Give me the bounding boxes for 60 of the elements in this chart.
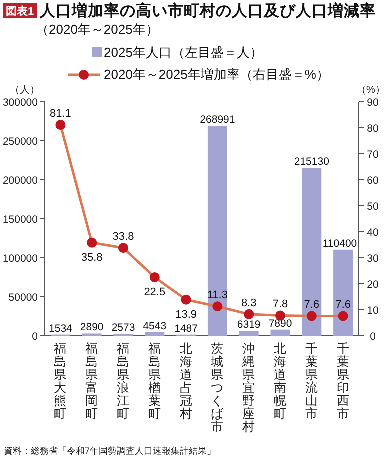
x-tick-label: 千葉県印西市 bbox=[336, 342, 350, 421]
y-tick-label: 250000 bbox=[2, 136, 38, 148]
x-tick-label: 北海道南幌町 bbox=[274, 342, 287, 421]
y-tick-label: 100000 bbox=[2, 253, 38, 265]
data-label: 7.6 bbox=[336, 299, 351, 312]
data-label: 110400 bbox=[322, 238, 358, 250]
chart-title: 人口増加率の高い市町村の人口及び人口増減率 bbox=[39, 1, 376, 20]
y2-tick-label: 90 bbox=[367, 97, 379, 109]
y2-tick-label: 80 bbox=[367, 123, 379, 135]
x-tick-label: 福島県楢葉町 bbox=[148, 342, 162, 421]
y-tick-label: 0 bbox=[32, 331, 38, 343]
data-label: 215130 bbox=[294, 156, 330, 168]
data-label: 22.5 bbox=[144, 286, 166, 298]
data-label: 7890 bbox=[268, 318, 292, 330]
y-axis-title: （人） bbox=[10, 85, 40, 96]
chart-subtitle: （2020年～2025年） bbox=[36, 22, 159, 37]
data-label: 268991 bbox=[200, 114, 236, 126]
y2-tick-label: 50 bbox=[367, 201, 379, 213]
data-label: 1487 bbox=[174, 322, 198, 335]
y2-tick-label: 30 bbox=[367, 253, 379, 265]
bar bbox=[270, 330, 290, 336]
y-tick-label: 200000 bbox=[2, 175, 38, 187]
x-tick-label: 茨城県つくば市 bbox=[210, 342, 226, 434]
data-label: 7.8 bbox=[272, 298, 288, 311]
data-label: 35.8 bbox=[81, 252, 103, 264]
data-label: 7.6 bbox=[304, 299, 320, 312]
data-label: 1534 bbox=[49, 322, 73, 335]
y2-axis-title: （%） bbox=[356, 85, 385, 96]
legend-label: 2025年人口（左目盛＝人） bbox=[104, 45, 263, 60]
data-label: 8.3 bbox=[241, 297, 257, 310]
y-tick-label: 300000 bbox=[2, 97, 38, 109]
y-tick-label: 50000 bbox=[8, 292, 38, 304]
x-tick-label: 福島県浪江町 bbox=[117, 342, 130, 421]
data-label: 11.3 bbox=[207, 290, 228, 302]
x-tick-label: 北海道占冠村 bbox=[178, 342, 193, 421]
x-tick-label: 福島県大熊町 bbox=[54, 342, 68, 421]
y2-tick-label: 0 bbox=[370, 331, 376, 343]
x-tick-label: 沖縄県宜野座村 bbox=[242, 342, 256, 434]
data-label: 13.9 bbox=[176, 308, 198, 321]
data-label: 33.8 bbox=[112, 231, 134, 244]
x-tick-label: 福島県富岡町 bbox=[86, 342, 99, 421]
x-tick-label: 千葉県流山市 bbox=[305, 342, 318, 421]
data-label: 6319 bbox=[237, 319, 261, 332]
y2-tick-label: 60 bbox=[367, 175, 379, 187]
bar bbox=[239, 331, 259, 336]
data-label: 2573 bbox=[112, 322, 136, 334]
y2-tick-label: 70 bbox=[367, 149, 379, 161]
bar bbox=[145, 332, 165, 336]
data-label: 81.1 bbox=[50, 108, 72, 120]
data-label: 2890 bbox=[80, 322, 104, 334]
y2-tick-label: 40 bbox=[367, 227, 379, 239]
data-label: 4543 bbox=[143, 320, 167, 332]
y2-tick-label: 20 bbox=[367, 279, 379, 291]
y-tick-label: 150000 bbox=[2, 214, 38, 226]
bar bbox=[302, 168, 322, 336]
bar bbox=[208, 126, 228, 336]
bar bbox=[334, 250, 354, 336]
text: 資料：総務省「令和7年国勢調査人口速報集計結果」 bbox=[4, 446, 216, 456]
legend-label: 2020年～2025年増加率（右目盛＝%） bbox=[104, 67, 330, 82]
y2-tick-label: 10 bbox=[367, 305, 379, 317]
